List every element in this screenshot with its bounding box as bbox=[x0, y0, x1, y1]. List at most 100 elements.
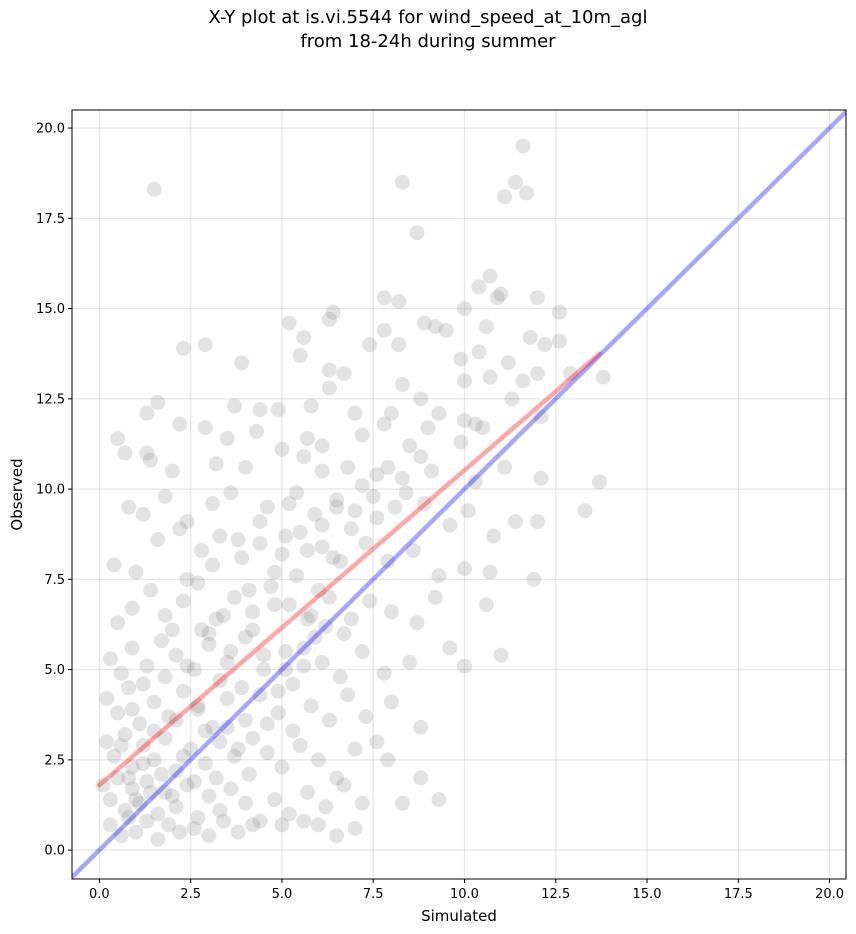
data-point bbox=[482, 268, 498, 284]
data-point bbox=[362, 337, 378, 353]
data-point bbox=[212, 734, 228, 750]
data-point bbox=[113, 665, 129, 681]
data-point bbox=[179, 658, 195, 674]
data-point bbox=[226, 589, 242, 605]
data-point bbox=[347, 741, 363, 757]
data-point bbox=[197, 755, 213, 771]
data-point bbox=[387, 499, 403, 515]
data-point bbox=[106, 557, 122, 573]
y-axis-label: Observed bbox=[8, 458, 26, 530]
data-point bbox=[493, 286, 509, 302]
identity-line bbox=[72, 110, 846, 879]
data-point bbox=[343, 611, 359, 627]
data-point bbox=[529, 366, 545, 382]
data-point bbox=[296, 658, 312, 674]
data-point bbox=[237, 712, 253, 728]
data-point bbox=[486, 528, 502, 544]
data-point bbox=[376, 416, 392, 432]
data-point bbox=[252, 813, 268, 829]
data-point bbox=[237, 459, 253, 475]
y-tick-label: 15.0 bbox=[36, 302, 65, 317]
data-point bbox=[146, 752, 162, 768]
data-point bbox=[409, 615, 425, 631]
data-point bbox=[340, 687, 356, 703]
data-point bbox=[402, 654, 418, 670]
data-point bbox=[230, 741, 246, 757]
data-point bbox=[186, 774, 202, 790]
data-point bbox=[128, 792, 144, 808]
data-point bbox=[383, 694, 399, 710]
data-point bbox=[340, 459, 356, 475]
data-point bbox=[153, 633, 169, 649]
data-point bbox=[113, 828, 129, 844]
data-point bbox=[102, 817, 118, 833]
data-point bbox=[310, 582, 326, 598]
data-point bbox=[281, 806, 297, 822]
data-point bbox=[394, 470, 410, 486]
x-tick-label: 0.0 bbox=[89, 887, 110, 902]
data-point bbox=[314, 438, 330, 454]
data-point bbox=[307, 629, 323, 645]
y-tick-label: 7.5 bbox=[44, 573, 65, 588]
data-point bbox=[354, 427, 370, 443]
data-point bbox=[110, 431, 126, 447]
data-point bbox=[427, 589, 443, 605]
data-point bbox=[438, 322, 454, 338]
data-point bbox=[299, 431, 315, 447]
data-point bbox=[142, 452, 158, 468]
data-point bbox=[190, 810, 206, 826]
data-point bbox=[285, 723, 301, 739]
data-point bbox=[456, 373, 472, 389]
data-point bbox=[442, 640, 458, 656]
data-point bbox=[197, 723, 213, 739]
data-point bbox=[234, 550, 250, 566]
data-point bbox=[124, 701, 140, 717]
data-point bbox=[551, 304, 567, 320]
data-point bbox=[354, 477, 370, 493]
data-point bbox=[230, 824, 246, 840]
data-point bbox=[139, 405, 155, 421]
data-point bbox=[124, 600, 140, 616]
data-point bbox=[161, 709, 177, 725]
x-tick-label: 17.5 bbox=[724, 887, 753, 902]
data-point bbox=[460, 503, 476, 519]
data-point bbox=[310, 752, 326, 768]
data-point bbox=[190, 575, 206, 591]
data-point bbox=[296, 329, 312, 345]
data-point bbox=[197, 337, 213, 353]
data-point bbox=[157, 730, 173, 746]
data-point bbox=[274, 759, 290, 775]
data-point bbox=[259, 499, 275, 515]
fit-lines bbox=[72, 110, 846, 879]
data-point bbox=[296, 813, 312, 829]
data-point bbox=[223, 644, 239, 660]
data-point bbox=[442, 517, 458, 533]
data-point bbox=[289, 485, 305, 501]
data-point bbox=[500, 355, 516, 371]
data-point bbox=[201, 788, 217, 804]
data-point bbox=[172, 521, 188, 537]
data-point bbox=[592, 474, 608, 490]
data-point bbox=[168, 763, 184, 779]
data-point bbox=[121, 810, 137, 826]
data-point bbox=[475, 420, 491, 436]
data-point bbox=[332, 553, 348, 569]
data-point bbox=[164, 463, 180, 479]
data-point bbox=[164, 622, 180, 638]
data-point bbox=[135, 737, 151, 753]
x-tick-label: 12.5 bbox=[541, 887, 570, 902]
data-point bbox=[456, 301, 472, 317]
data-point bbox=[241, 582, 257, 598]
data-point bbox=[234, 355, 250, 371]
data-point bbox=[376, 322, 392, 338]
data-point bbox=[219, 719, 235, 735]
data-point bbox=[358, 535, 374, 551]
data-point bbox=[194, 542, 210, 558]
data-point bbox=[347, 503, 363, 519]
data-point bbox=[245, 622, 261, 638]
data-point bbox=[190, 698, 206, 714]
data-point bbox=[95, 777, 111, 793]
data-point bbox=[237, 795, 253, 811]
chart-title-line2: from 18-24h during summer bbox=[300, 31, 556, 52]
data-point bbox=[453, 434, 469, 450]
